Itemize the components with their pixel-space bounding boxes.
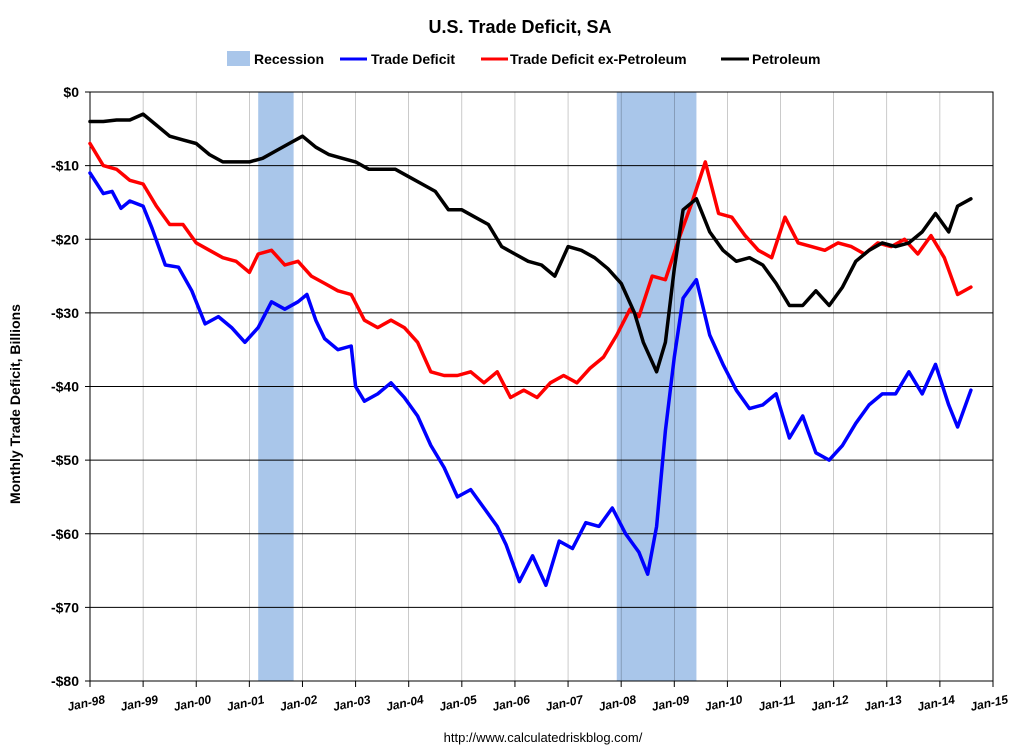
legend-label-recession: Recession — [254, 51, 324, 67]
legend-swatch-recession — [227, 51, 250, 66]
y-tick-label: -$30 — [51, 305, 79, 321]
legend-label-petroleum: Petroleum — [752, 51, 820, 67]
y-tick-label: $0 — [63, 84, 79, 100]
y-axis-label: Monthly Trade Deficit, Billions — [7, 304, 23, 504]
y-tick-label: -$50 — [51, 452, 79, 468]
y-tick-label: -$80 — [51, 673, 79, 689]
y-tick-label: -$10 — [51, 158, 79, 174]
source-url: http://www.calculatedriskblog.com/ — [444, 730, 643, 745]
y-tick-label: -$70 — [51, 599, 79, 615]
y-tick-label: -$60 — [51, 526, 79, 542]
legend-label-trade-deficit: Trade Deficit — [371, 51, 455, 67]
y-tick-label: -$40 — [51, 379, 79, 395]
legend-label-trade-deficit-ex-petroleum: Trade Deficit ex-Petroleum — [510, 51, 687, 67]
chart-title: U.S. Trade Deficit, SA — [428, 17, 611, 37]
y-tick-label: -$20 — [51, 231, 79, 247]
